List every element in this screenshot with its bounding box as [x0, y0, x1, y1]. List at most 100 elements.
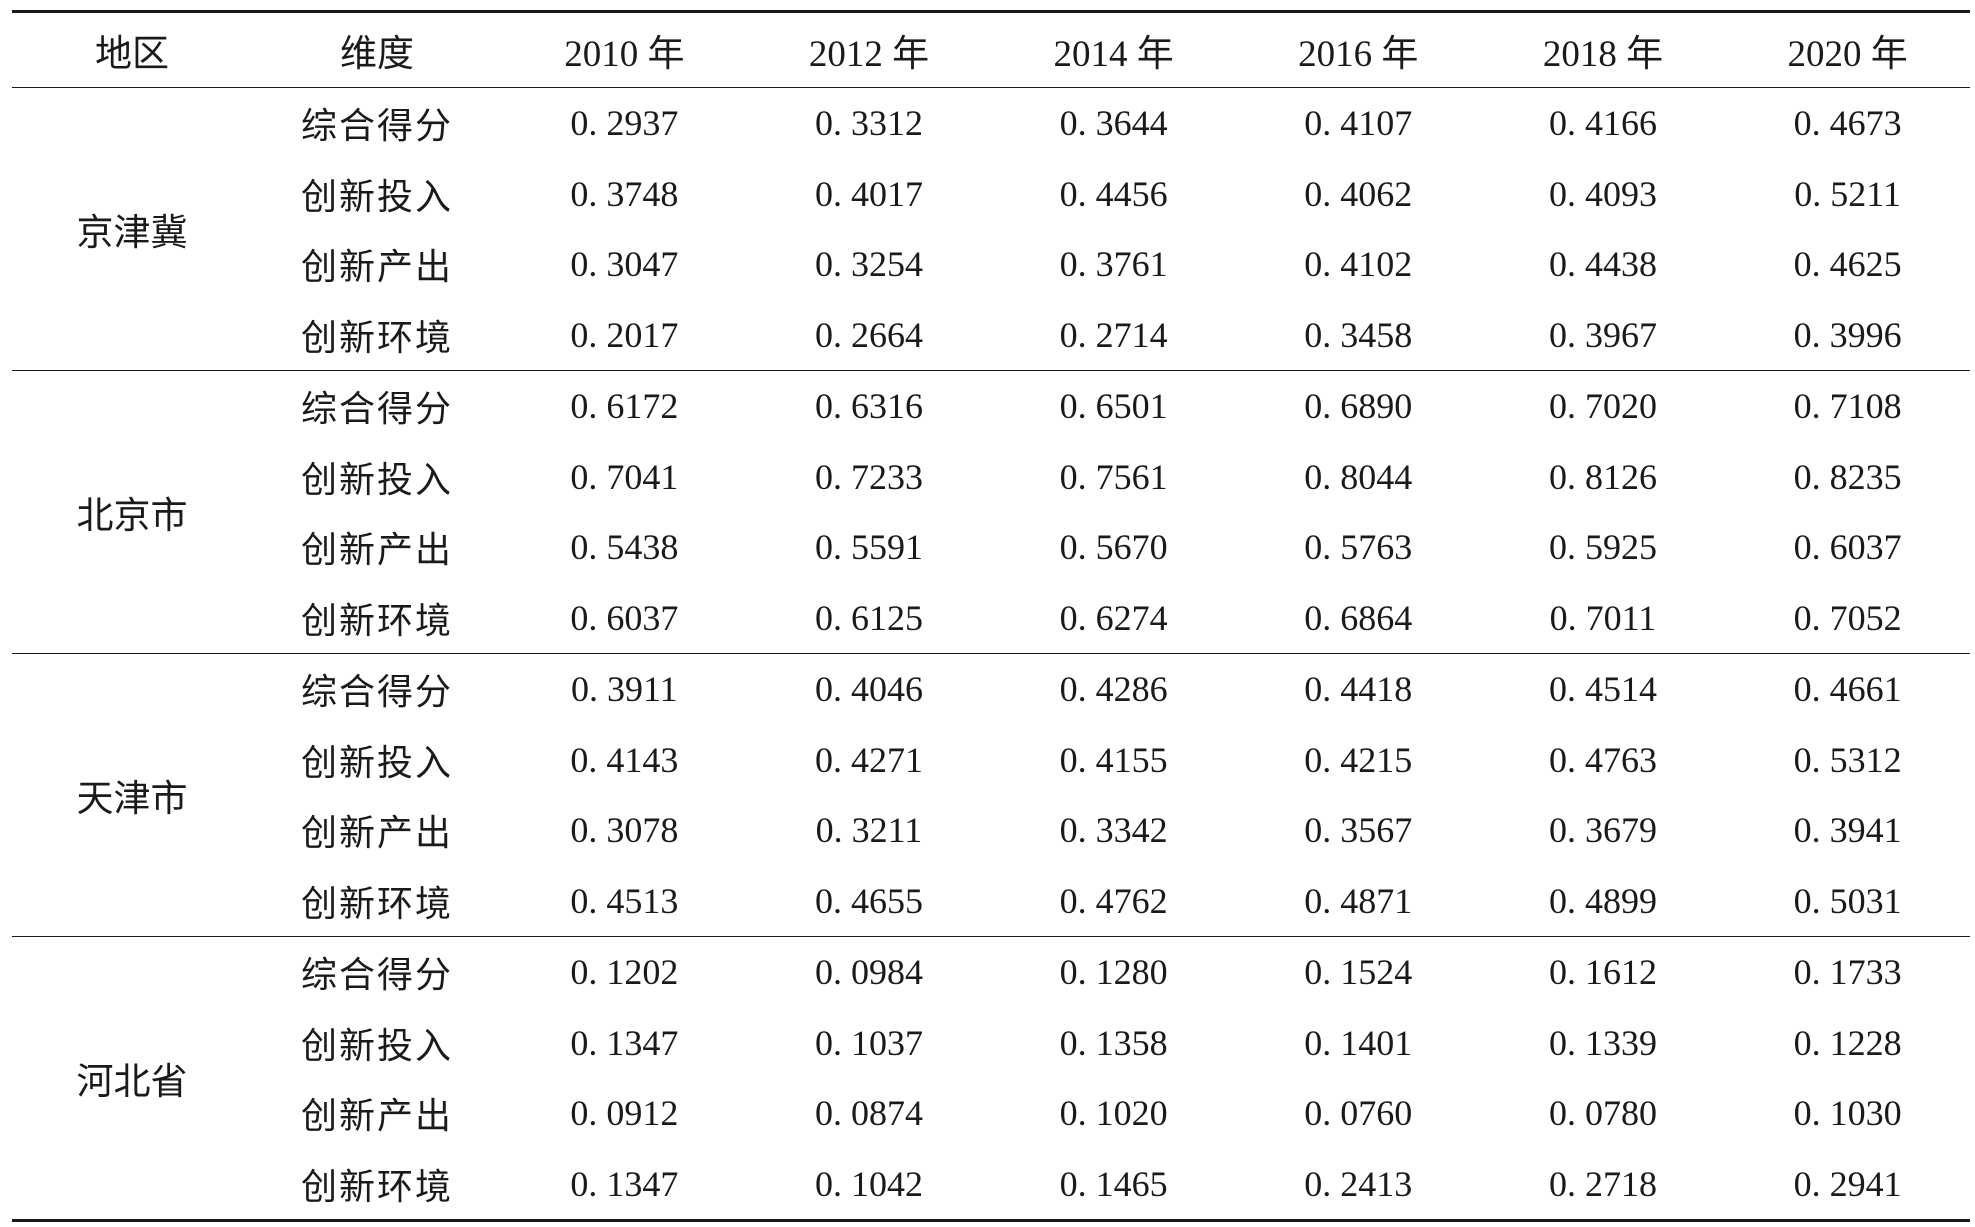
- value-cell: 0. 4155: [1059, 739, 1168, 780]
- value-cell: 0. 4017: [814, 173, 923, 214]
- table-row: 创新环境 0. 6037 0. 6125 0. 6274 0. 6864 0. 7011 0…: [12, 583, 1970, 654]
- value-cell: 0. 5211: [1794, 173, 1901, 214]
- dimension-cell: 创新产出: [300, 530, 453, 571]
- table-row: 创新产出 0. 3047 0. 3254 0. 3761 0. 4102 0. 4438 0…: [12, 229, 1970, 300]
- value-cell: 0. 4871: [1304, 880, 1413, 921]
- value-cell: 0. 6037: [1793, 527, 1902, 568]
- data-table-container: 地区 维度 2010 年 2012 年 2014 年 2016 年 2018 年…: [12, 10, 1970, 1222]
- table-row: 创新投入 0. 1347 0. 1037 0. 1358 0. 1401 0. 1339 0…: [12, 1008, 1970, 1079]
- value-cell: 0. 6125: [814, 597, 923, 638]
- dimension-cell: 创新产出: [300, 247, 453, 288]
- table-row: 创新环境 0. 2017 0. 2664 0. 2714 0. 3458 0. 3967 0…: [12, 300, 1970, 371]
- value-cell: 0. 6316: [746, 370, 992, 442]
- value-cell: 0. 3644: [1059, 103, 1168, 144]
- value-cell: 0. 4102: [1304, 244, 1413, 285]
- value-cell: 0. 5763: [1304, 527, 1413, 568]
- value-cell: 0. 1042: [746, 1148, 992, 1222]
- value-cell: 0. 3312: [814, 103, 923, 144]
- value-cell: 0. 1401: [1304, 1022, 1413, 1063]
- value-cell: 0. 4215: [1304, 739, 1413, 780]
- value-cell: 0. 3078: [570, 810, 679, 851]
- header-dimension: 维度: [252, 10, 502, 88]
- dimension-cell: 创新环境: [300, 600, 453, 641]
- value-cell: 0. 4899: [1548, 880, 1657, 921]
- value-cell: 0. 4655: [814, 880, 923, 921]
- value-cell: 0. 0912: [570, 1093, 679, 1134]
- dimension-cell: 综合得分: [252, 936, 502, 1008]
- value-cell: 0. 4093: [1548, 173, 1657, 214]
- value-cell: 0. 1030: [1793, 1093, 1902, 1134]
- value-cell: 0. 6172: [502, 370, 747, 442]
- value-cell: 0. 4456: [1059, 173, 1168, 214]
- region-cell: 天津市: [12, 653, 252, 937]
- value-cell: 0. 2413: [1235, 1148, 1481, 1222]
- value-cell: 0. 3941: [1793, 810, 1902, 851]
- dimension-cell: 综合得分: [300, 106, 453, 147]
- value-cell: 0. 7020: [1480, 370, 1726, 442]
- value-cell: 0. 1037: [814, 1022, 923, 1063]
- header-region: 地区: [12, 10, 252, 88]
- value-cell: 0. 1347: [502, 1148, 747, 1222]
- dimension-cell: 创新产出: [300, 813, 453, 854]
- value-cell: 0. 3679: [1548, 810, 1657, 851]
- value-cell: 0. 4514: [1480, 653, 1726, 725]
- table-row: 创新环境 0. 4513 0. 4655 0. 4762 0. 4871 0. 4899 0…: [12, 866, 1970, 937]
- value-cell: 0. 7041: [570, 456, 679, 497]
- value-cell: 0. 8044: [1304, 456, 1413, 497]
- table-row: 创新投入 0. 7041 0. 7233 0. 7561 0. 8044 0. 8126 0…: [12, 442, 1970, 513]
- header-year-2018: 2018 年: [1480, 10, 1726, 88]
- header-year-2010: 2010 年: [502, 10, 747, 88]
- header-year-2014: 2014 年: [991, 10, 1236, 88]
- table-row: 创新投入 0. 4143 0. 4271 0. 4155 0. 4215 0. 4763 0…: [12, 725, 1970, 796]
- value-cell: 0. 1202: [502, 936, 747, 1008]
- dimension-cell: 创新环境: [252, 1148, 502, 1222]
- table-row: 创新产出 0. 3078 0. 3211 0. 3342 0. 3567 0. 3679 0…: [12, 795, 1970, 866]
- value-cell: 0. 6274: [1059, 597, 1168, 638]
- value-cell: 0. 3996: [1793, 314, 1902, 355]
- value-cell: 0. 5591: [814, 527, 923, 568]
- value-cell: 0. 0874: [814, 1093, 923, 1134]
- value-cell: 0. 4763: [1548, 739, 1657, 780]
- table-row: 北京市 综合得分 0. 6172 0. 6316 0. 6501 0. 6890 0. 70…: [12, 370, 1970, 654]
- region-group: 京津冀 综合得分 0. 2937 0. 3312 0. 3644 0. 4107 0. 41…: [12, 88, 1970, 371]
- value-cell: 0. 3211: [815, 810, 923, 851]
- dimension-cell: 创新产出: [300, 1096, 453, 1137]
- value-cell: 0. 0760: [1304, 1093, 1413, 1134]
- value-cell: 0. 4625: [1793, 244, 1902, 285]
- value-cell: 0. 4762: [1059, 880, 1168, 921]
- value-cell: 0. 6864: [1304, 597, 1413, 638]
- dimension-cell: 综合得分: [252, 370, 502, 442]
- region-group: 天津市 综合得分 0. 3911 0. 4046 0. 4286 0. 4418 0. 45…: [12, 653, 1970, 937]
- value-cell: 0. 7561: [1059, 456, 1168, 497]
- value-cell: 0. 4107: [1304, 103, 1413, 144]
- value-cell: 0. 1347: [570, 1022, 679, 1063]
- dimension-cell: 创新投入: [300, 742, 453, 783]
- value-cell: 0. 4271: [814, 739, 923, 780]
- value-cell: 0. 0984: [746, 936, 992, 1008]
- table-row: 创新环境 0. 1347 0. 1042 0. 1465 0. 2413 0. 2718 0…: [12, 1148, 1970, 1222]
- value-cell: 0. 1612: [1480, 936, 1726, 1008]
- value-cell: 0. 3342: [1059, 810, 1168, 851]
- header-row: 地区 维度 2010 年 2012 年 2014 年 2016 年 2018 年…: [12, 10, 1970, 88]
- value-cell: 0. 5925: [1548, 527, 1657, 568]
- table-row: 河北省 综合得分 0. 1202 0. 0984 0. 1280 0. 1524 0. 16…: [12, 936, 1970, 1222]
- value-cell: 0. 3967: [1548, 314, 1657, 355]
- table-row: 创新投入 0. 3748 0. 4017 0. 4456 0. 4062 0. 4093 0…: [12, 159, 1970, 230]
- value-cell: 0. 8126: [1548, 456, 1657, 497]
- value-cell: 0. 1020: [1059, 1093, 1168, 1134]
- table-header: 地区 维度 2010 年 2012 年 2014 年 2016 年 2018 年…: [12, 10, 1970, 88]
- value-cell: 0. 1733: [1725, 936, 1970, 1008]
- value-cell: 0. 3911: [502, 653, 747, 725]
- value-cell: 0. 5312: [1793, 739, 1902, 780]
- value-cell: 0. 6037: [570, 597, 679, 638]
- value-cell: 0. 2714: [1059, 314, 1168, 355]
- region-cell: 河北省: [12, 936, 252, 1222]
- dimension-cell: 创新投入: [300, 1025, 453, 1066]
- value-cell: 0. 4418: [1235, 653, 1481, 725]
- dimension-cell: 创新投入: [300, 459, 453, 500]
- value-cell: 0. 4513: [570, 880, 679, 921]
- value-cell: 0. 5670: [1059, 527, 1168, 568]
- value-cell: 0. 3458: [1304, 314, 1413, 355]
- table-row: 创新产出 0. 0912 0. 0874 0. 1020 0. 0760 0. 0780 0…: [12, 1078, 1970, 1149]
- value-cell: 0. 1358: [1059, 1022, 1168, 1063]
